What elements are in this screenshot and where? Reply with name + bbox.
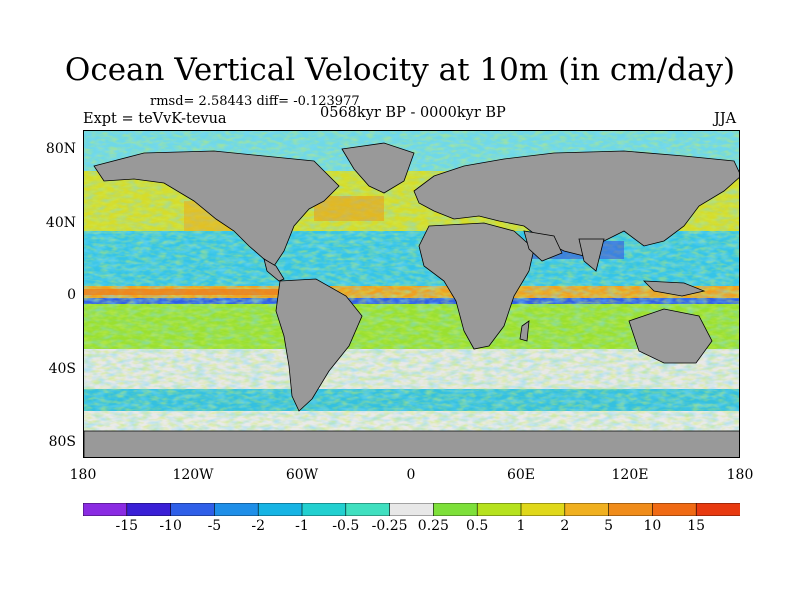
plot-title: Ocean Vertical Velocity at 10m (in cm/da… — [64, 52, 736, 88]
colorbar-tick-label: -0.5 — [332, 518, 360, 534]
colorbar-swatch — [170, 503, 216, 516]
colorbar-swatch — [695, 503, 740, 516]
antarctica — [84, 430, 739, 457]
lat-label-0: 0 — [67, 287, 76, 303]
colorbar-swatch — [126, 503, 172, 516]
north-america — [93, 150, 340, 267]
central-america — [263, 258, 285, 282]
colorbar-tick-label: 2 — [560, 518, 570, 534]
colorbar-swatch — [520, 503, 566, 516]
colorbar-tick-label: -5 — [207, 518, 222, 534]
lon-label-0: 0 — [406, 467, 416, 483]
australia — [628, 308, 713, 364]
colorbar-swatch — [214, 503, 259, 516]
colorbar-swatch — [564, 503, 610, 516]
colorbar-swatch — [345, 503, 391, 516]
colorbar-tick-label: -2 — [251, 518, 265, 534]
indonesia — [642, 280, 706, 297]
land-masses — [84, 142, 739, 457]
colorbar-swatch — [301, 503, 347, 516]
colorbar-tick-label: 10 — [643, 518, 662, 534]
colorbar-swatch — [608, 503, 654, 516]
south-america — [275, 278, 363, 412]
colorbar-tick-label: -15 — [115, 518, 139, 534]
colorbar-tick-label: -10 — [159, 518, 182, 534]
colorbar-swatch — [257, 503, 303, 516]
colorbar-tick-label: -0.25 — [371, 518, 408, 534]
lat-label-40s: 40S — [48, 361, 76, 377]
experiment-label: Expt = teVvK-tevua — [83, 111, 227, 127]
colorbar-tick-label: 0.25 — [417, 518, 449, 534]
lon-label-180w: 180 — [69, 467, 97, 483]
lat-label-40n: 40N — [45, 215, 76, 231]
season-label: JJA — [714, 111, 737, 127]
lon-label-60w: 60W — [285, 467, 319, 483]
india — [578, 238, 605, 272]
lat-label-80s: 80S — [48, 434, 76, 450]
africa — [418, 222, 535, 350]
lon-label-120w: 120W — [172, 467, 214, 483]
colorbar-swatch — [83, 503, 128, 516]
colorbar-tick-label: 15 — [687, 518, 706, 534]
colorbar — [83, 503, 740, 516]
colorbar-swatch — [652, 503, 698, 516]
colorbar-swatch — [476, 503, 522, 516]
arabia — [523, 230, 563, 262]
lon-label-60e: 60E — [506, 467, 536, 483]
eurasia — [413, 150, 739, 257]
north-atlantic-orange — [314, 196, 384, 221]
ocean-velocity-map — [83, 130, 740, 458]
colorbar-swatch — [389, 503, 435, 516]
lat-label-80n: 80N — [45, 141, 76, 157]
madagascar — [519, 320, 530, 342]
colorbar-tick-label: 0.5 — [466, 518, 489, 534]
period-label: 0568kyr BP - 0000kyr BP — [320, 105, 506, 121]
pacific-equator-strip — [84, 289, 284, 295]
colorbar-swatch — [433, 503, 478, 516]
colorbar-tick-label: 1 — [516, 518, 526, 534]
rmsd-diff-stats: rmsd= 2.58443 diff= -0.123977 — [150, 94, 360, 109]
colorbar-tick-label: 5 — [604, 518, 614, 534]
greenland — [341, 142, 415, 194]
lon-label-120e: 120E — [611, 467, 649, 483]
lon-label-180e: 180 — [726, 467, 754, 483]
colorbar-tick-label: -1 — [295, 518, 309, 534]
